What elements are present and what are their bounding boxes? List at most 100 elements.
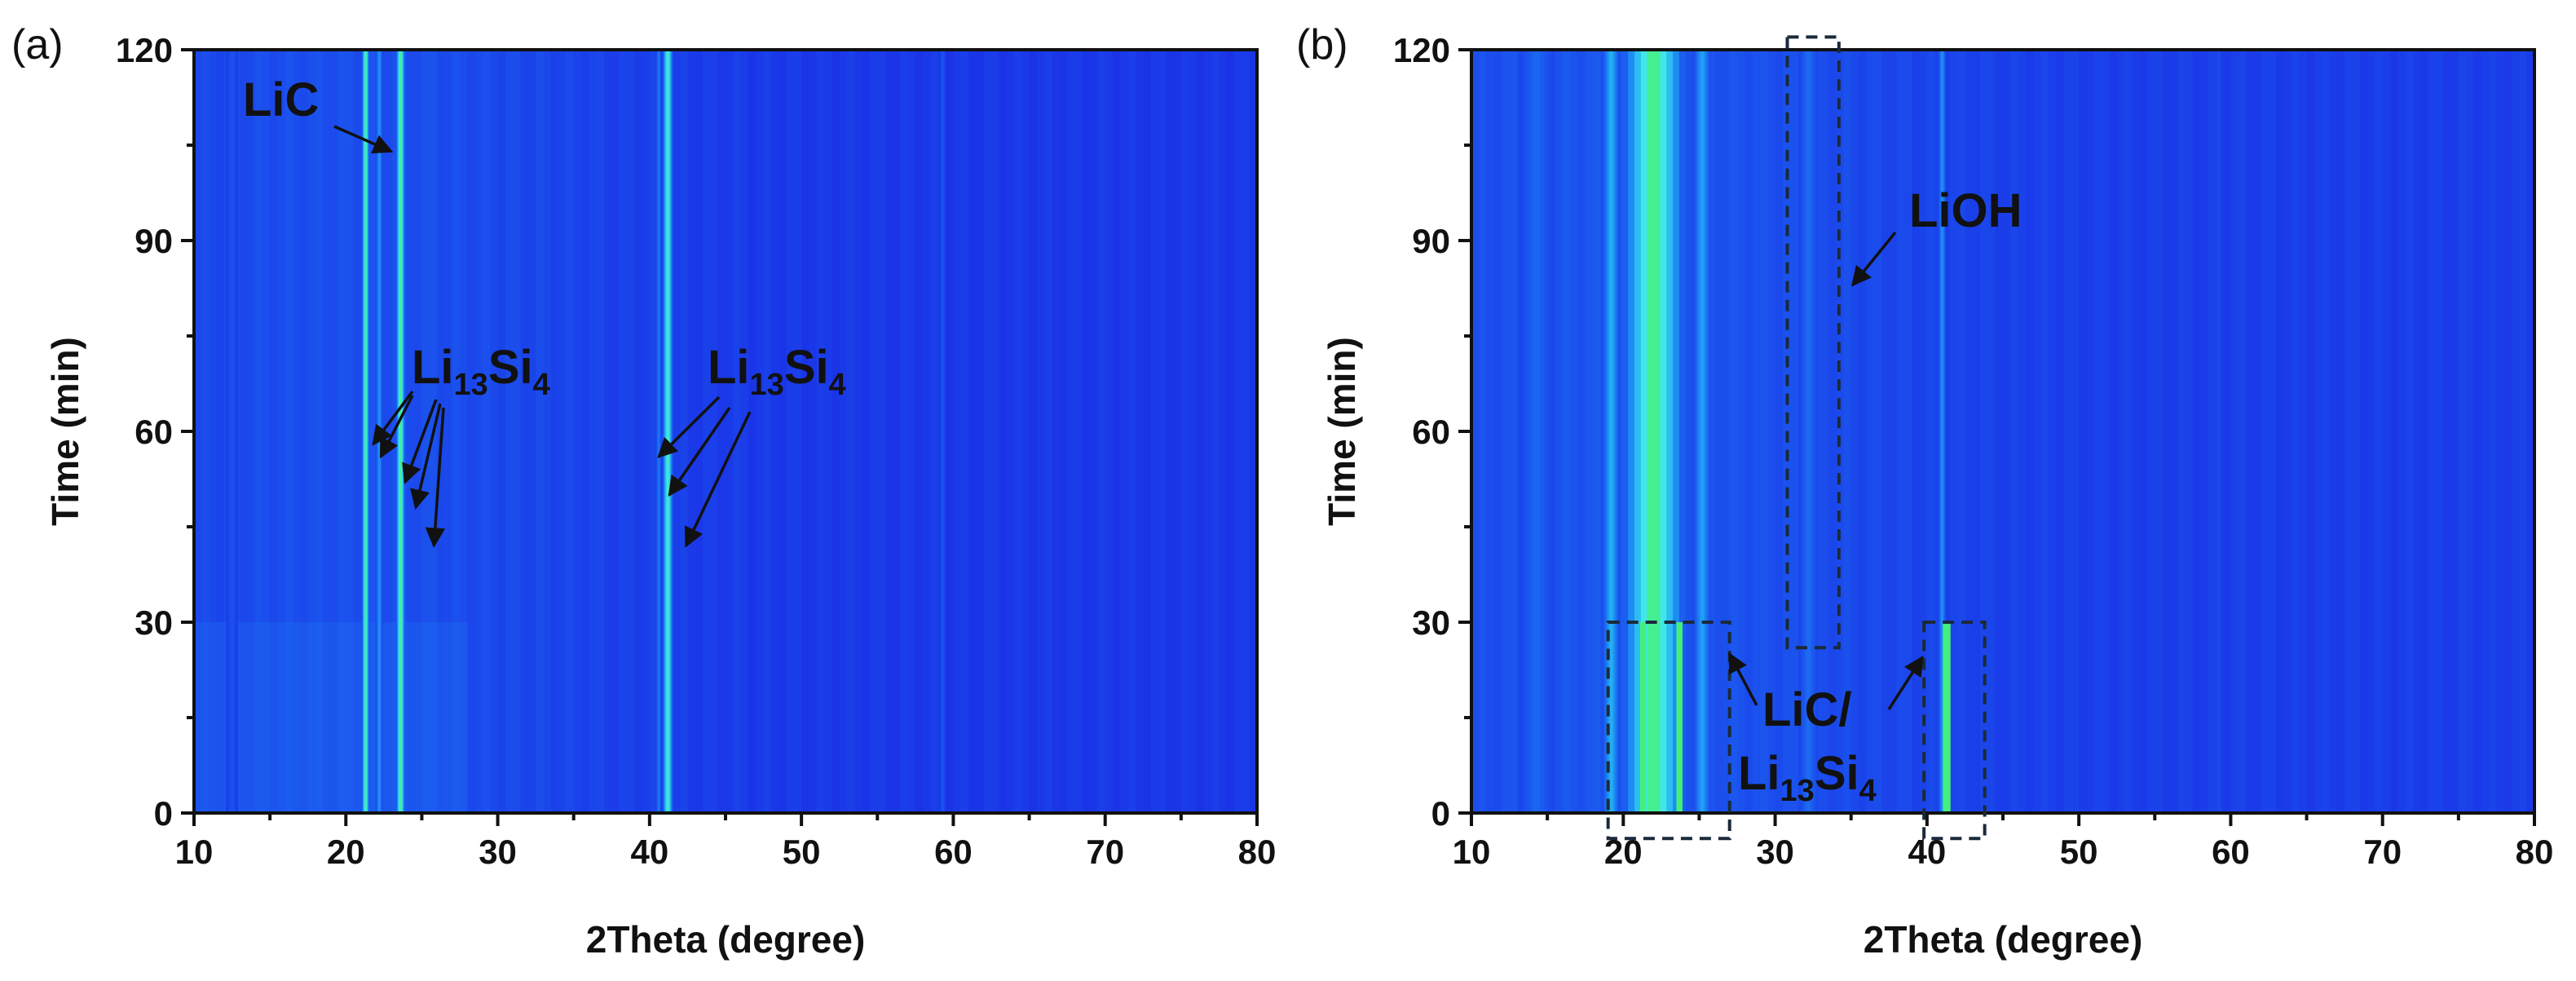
- heatmap-column: [603, 50, 612, 813]
- heatmap-column: [2291, 50, 2300, 813]
- heatmap-column: [573, 50, 582, 813]
- annotation-lic: LiC: [243, 73, 319, 126]
- annotation-arrow: [684, 411, 752, 548]
- heatmap-column: [2466, 50, 2475, 813]
- heatmap-column: [482, 50, 491, 813]
- heatmap-column: [2071, 50, 2080, 813]
- heatmap-column: [239, 50, 248, 813]
- heatmap-column: [854, 50, 863, 813]
- heatmap-column: [960, 50, 969, 813]
- heatmap-column: [2169, 50, 2178, 813]
- heatmap-column: [1896, 50, 1905, 813]
- heatmap-column: [1593, 50, 1601, 813]
- heatmap-column: [626, 50, 635, 813]
- heatmap-column: [2056, 50, 2065, 813]
- heatmap-column: [1790, 50, 1799, 813]
- heatmap-column: [2412, 50, 2421, 813]
- heatmap-column: [976, 50, 985, 813]
- heatmap-column: [1903, 50, 1912, 813]
- y-tick-label: 30: [1412, 603, 1450, 642]
- heatmap-column: [1150, 50, 1159, 813]
- heatmap-column: [1843, 50, 1852, 813]
- heatmap-band: [1806, 50, 1811, 813]
- heatmap-column: [726, 50, 734, 813]
- heatmap-column: [1881, 50, 1890, 813]
- heatmap-column: [1074, 50, 1083, 813]
- heatmap-column: [2344, 50, 2353, 813]
- y-tick-label: 90: [1412, 222, 1450, 260]
- heatmap-column: [497, 50, 506, 813]
- heatmap-column: [786, 50, 795, 813]
- heatmap-column: [1737, 50, 1745, 813]
- x-tick-label: 70: [2363, 833, 2402, 871]
- heatmap-column: [1036, 50, 1045, 813]
- heatmap-column: [2519, 50, 2528, 813]
- panel-a-annotations: LiC Li13Si4 Li13Si4: [243, 73, 846, 548]
- heatmap-column: [2336, 50, 2345, 813]
- heatmap-column: [2390, 50, 2398, 813]
- heatmap-column: [2420, 50, 2429, 813]
- heatmap-column: [2261, 50, 2269, 813]
- annotation-arrow: [1728, 652, 1758, 706]
- heatmap-band: [231, 50, 234, 813]
- panel-a-y-axis-title: Time (min): [44, 337, 86, 526]
- heatmap-column: [513, 50, 522, 813]
- heatmap-column: [1987, 50, 1996, 813]
- heatmap-column: [2306, 50, 2315, 813]
- panel-a-x-ticks: 10 20 30 40 50 60 70 80: [175, 813, 1276, 871]
- heatmap-column: [1889, 50, 1898, 813]
- y-tick-label: 120: [116, 31, 173, 69]
- x-tick-label: 20: [1604, 833, 1643, 871]
- heatmap-column: [2481, 50, 2490, 813]
- heatmap-column: [930, 50, 939, 813]
- heatmap-column: [809, 50, 818, 813]
- heatmap-band: [1609, 50, 1613, 813]
- panel-a-x-axis-title: 2Theta (degree): [586, 918, 866, 961]
- heatmap-column: [2246, 50, 2254, 813]
- heatmap-column: [2223, 50, 2232, 813]
- heatmap-column: [2450, 50, 2459, 813]
- heatmap-column: [2124, 50, 2133, 813]
- heatmap-column: [703, 50, 711, 813]
- heatmap-column: [923, 50, 932, 813]
- panel-b-x-axis-title: 2Theta (degree): [1864, 918, 2143, 961]
- heatmap-column: [687, 50, 696, 813]
- heatmap-column: [1752, 50, 1761, 813]
- heatmap-column: [1957, 50, 1966, 813]
- heatmap-column: [1949, 50, 1958, 813]
- heatmap-column: [1189, 50, 1198, 813]
- heatmap-column: [915, 50, 924, 813]
- heatmap-column: [1234, 50, 1242, 813]
- x-tick-label: 30: [479, 833, 517, 871]
- panel-b-y-axis-title: Time (min): [1321, 337, 1363, 526]
- heatmap-column: [194, 50, 202, 813]
- panel-a: (a) 10 20 30 40 50 60 70 80 0 30 60 90 120 2Theta (…: [11, 21, 1276, 961]
- heatmap-column: [1502, 50, 1511, 813]
- heatmap-column: [1942, 50, 1951, 813]
- heatmap-column: [1585, 50, 1594, 813]
- heatmap-column: [983, 50, 992, 813]
- heatmap-column: [315, 50, 324, 813]
- dashed-box: [1606, 621, 1731, 841]
- heatmap-column: [2253, 50, 2262, 813]
- heatmap-band: [1941, 50, 1943, 813]
- heatmap-column: [1714, 50, 1722, 813]
- heatmap-band: [666, 50, 669, 813]
- heatmap-column: [991, 50, 999, 813]
- heatmap-column: [254, 50, 263, 813]
- annotation-li13si4-left: Li13Si4: [412, 341, 550, 402]
- annotation-arrow: [657, 395, 721, 458]
- heatmap-column: [216, 50, 225, 813]
- heatmap-column: [550, 50, 559, 813]
- heatmap-column: [1135, 50, 1144, 813]
- heatmap-column: [2322, 50, 2331, 813]
- heatmap-column: [1158, 50, 1167, 813]
- heatmap-band: [942, 50, 944, 813]
- heatmap-column: [1972, 50, 1981, 813]
- heatmap-column: [2230, 50, 2239, 813]
- heatmap-column: [770, 50, 779, 813]
- annotation-arrow: [410, 403, 442, 510]
- heatmap-column: [520, 50, 529, 813]
- panel-b-y-ticks: 0 30 60 90 120: [1393, 31, 1471, 833]
